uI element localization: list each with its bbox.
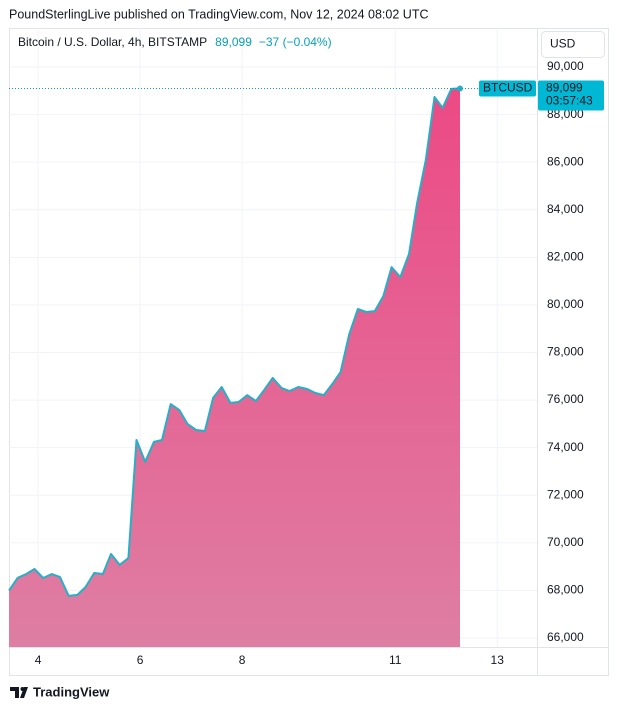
y-tick-label: 86,000 <box>547 154 584 168</box>
price-badge-label: 89,099 <box>546 81 583 95</box>
y-tick-label: 82,000 <box>547 250 584 264</box>
x-tick-label: 13 <box>491 653 505 667</box>
y-tick-label: 90,000 <box>547 59 584 73</box>
y-tick-label: 84,000 <box>547 202 584 216</box>
price-badge <box>538 80 604 111</box>
brand-name: TradingView <box>33 684 110 699</box>
y-tick-label: 80,000 <box>547 297 584 311</box>
brand-logo <box>10 687 28 698</box>
y-tick-label: 78,000 <box>547 345 584 359</box>
publish-note: PoundSterlingLive published on TradingVi… <box>9 7 428 21</box>
countdown-label: 03:57:43 <box>546 94 593 108</box>
currency-button[interactable] <box>541 31 605 58</box>
header-price: 89,099 <box>215 35 252 49</box>
y-tick-label: 66,000 <box>547 630 584 644</box>
ticker-label: BTCUSD <box>483 81 533 95</box>
y-tick-label: 76,000 <box>547 392 584 406</box>
y-tick-label: 70,000 <box>547 535 584 549</box>
x-tick-label: 4 <box>35 653 42 667</box>
y-tick-label: 68,000 <box>547 583 584 597</box>
y-tick-label: 72,000 <box>547 487 584 501</box>
ticker-badge <box>479 80 536 97</box>
price-line <box>8 87 461 597</box>
currency-label[interactable]: USD <box>550 37 576 51</box>
header-change: −37 (−0.04%) <box>259 35 332 49</box>
y-tick-label: 74,000 <box>547 440 584 454</box>
area-fill <box>9 88 460 647</box>
x-tick-label: 11 <box>389 653 402 667</box>
symbol-title: Bitcoin / U.S. Dollar, 4h, BITSTAMP <box>18 35 207 49</box>
x-tick-label: 8 <box>239 653 246 667</box>
x-tick-label: 6 <box>137 653 144 667</box>
